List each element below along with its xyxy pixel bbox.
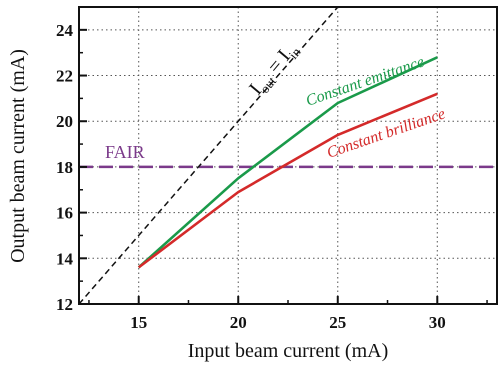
- series-line-constant-emittance: [137, 56, 438, 269]
- y-tick-label: 12: [56, 295, 73, 314]
- y-tick-label: 22: [56, 67, 73, 86]
- plot-area: [79, 7, 497, 304]
- plot-lines: [79, 7, 497, 304]
- x-tick-label: 15: [130, 313, 147, 332]
- series-line-constant-brilliance: [137, 92, 438, 269]
- grid: [79, 7, 497, 304]
- y-axis-label: Output beam current (mA): [7, 49, 29, 263]
- y-tick-label: 24: [56, 21, 74, 40]
- x-tick-label: 20: [230, 313, 247, 332]
- y-tick-label: 14: [56, 249, 74, 268]
- identity-reference-line: [79, 7, 339, 304]
- x-tick-label: 25: [329, 313, 346, 332]
- ticks: [79, 28, 488, 305]
- x-tick-label: 30: [429, 313, 446, 332]
- y-tick-label: 18: [56, 158, 73, 177]
- y-tick-label: 16: [56, 204, 73, 223]
- fair-label: FAIR: [105, 142, 145, 162]
- y-tick-label: 20: [56, 112, 73, 131]
- tick-labels: 15 20 25 30 12 14 16 18 20 22 24: [56, 21, 446, 332]
- x-axis-label: Input beam current (mA): [188, 340, 388, 362]
